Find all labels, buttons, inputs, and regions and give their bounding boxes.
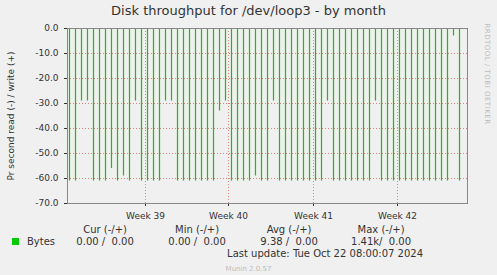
svg-text:-40.0: -40.0 bbox=[35, 123, 59, 133]
html-text:Last update: Tue Oct 22 08:00:: Last update: Tue Oct 22 08:00:07 2024 bbox=[227, 247, 424, 259]
html-text:Disk throughput for /dev/loop3: Disk throughput for /dev/loop3 - by mont… bbox=[111, 3, 386, 18]
html-text:Munin 2.0.57: Munin 2.0.57 bbox=[225, 265, 272, 273]
html-text:Bytes: Bytes bbox=[27, 235, 56, 247]
svg-text:Pr second read (-) / write (+): Pr second read (-) / write (+) bbox=[6, 52, 16, 181]
html-text:Max (-/+): Max (-/+) bbox=[357, 223, 405, 235]
html-text:Avg (-/+): Avg (-/+) bbox=[266, 223, 312, 235]
svg-text:-10.0: -10.0 bbox=[35, 48, 59, 58]
html-text:9.38 / 0.00: 9.38 / 0.00 bbox=[260, 235, 318, 247]
svg-text:-50.0: -50.0 bbox=[35, 148, 59, 158]
svg-text:Week 40: Week 40 bbox=[209, 211, 248, 221]
html-text:0.00 / 0.00: 0.00 / 0.00 bbox=[168, 235, 226, 247]
svg-text:-30.0: -30.0 bbox=[35, 98, 59, 108]
svg-text:-20.0: -20.0 bbox=[35, 73, 59, 83]
svg-text:Week 41: Week 41 bbox=[294, 211, 333, 221]
svg-text:-60.0: -60.0 bbox=[35, 173, 59, 183]
svg-text:Week 42: Week 42 bbox=[378, 211, 417, 221]
html-text:1.41k/ 0.00: 1.41k/ 0.00 bbox=[351, 235, 412, 247]
svg-text:Week 39: Week 39 bbox=[126, 211, 165, 221]
html-text:Cur (-/+): Cur (-/+) bbox=[83, 223, 127, 235]
svg-text:0.0: 0.0 bbox=[44, 23, 59, 33]
svg-text:-70.0: -70.0 bbox=[35, 198, 59, 208]
html-text:RRDTOOL / TOBI OETIKER: RRDTOOL / TOBI OETIKER bbox=[483, 23, 491, 125]
html-text:0.00 / 0.00: 0.00 / 0.00 bbox=[76, 235, 134, 247]
html-text:Min (-/+): Min (-/+) bbox=[175, 223, 220, 235]
